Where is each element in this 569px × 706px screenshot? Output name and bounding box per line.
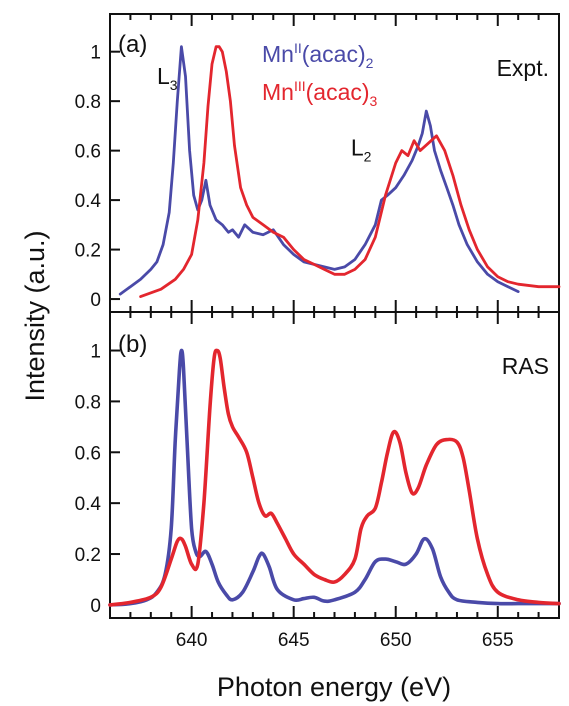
panel-a-y-tick-label: 0	[90, 290, 101, 311]
legend: MnII(acac)2 MnIII(acac)3	[262, 40, 378, 109]
y-axis-title: Intensity (a.u.)	[20, 230, 50, 401]
panel-a-y-tick-label: 0.8	[75, 92, 101, 113]
x-tick-label: 650	[380, 630, 412, 651]
legend-entry-mn2: MnII(acac)2	[262, 40, 374, 71]
panel-b-y-tick-label: 0	[90, 596, 101, 617]
panel-b-y-tick-label: 0.4	[75, 494, 102, 515]
panel-b-series-blue-line	[108, 348, 561, 607]
x-tick-label: 645	[278, 630, 310, 651]
legend-mn2-sup: II	[294, 40, 302, 56]
panel-b-y-tick-label: 0.6	[75, 443, 101, 464]
panel-a-annotation: Expt.	[497, 55, 549, 81]
legend-mn3-name: Mn	[262, 79, 294, 105]
peak-label-l2-sub: 2	[364, 149, 372, 165]
panel-a-tag: (a)	[118, 31, 147, 58]
panel-a-curves	[118, 45, 561, 298]
panel-b-tag: (b)	[118, 331, 147, 358]
panel-b-curves	[108, 348, 561, 607]
panel-b-ras: 0 0.2 0.4 0.6 0.8 1 (b) RAS	[75, 311, 561, 619]
panel-a-series-blue-line	[118, 45, 520, 296]
panel-a-expt: 00.20.40.60.81 (a) Expt. L3 L2 MnII(acac…	[75, 13, 561, 313]
legend-mn3-sup: III	[294, 78, 306, 94]
panel-a-y-tick-label: 0.4	[75, 191, 102, 212]
legend-mn2-sub: 2	[366, 55, 374, 71]
x-tick-labels: 640 645 650 655	[176, 630, 514, 651]
panel-a-y-tick-label: 0.6	[75, 142, 101, 163]
legend-mn2-rest: (acac)	[302, 41, 366, 67]
x-tick-label: 655	[482, 630, 514, 651]
panel-a-series-red-line	[139, 45, 561, 298]
peak-label-l3: L3	[157, 63, 178, 93]
panel-b-x-ticks	[109, 312, 560, 618]
panel-b-y-ticks: 0 0.2 0.4 0.6 0.8 1	[75, 342, 120, 617]
peak-label-l3-sub: 3	[170, 77, 178, 93]
panel-a-y-ticks: 0 0.2 0.4 0.6 0.8 1	[75, 43, 120, 311]
panel-b-frame	[109, 311, 560, 619]
peak-label-l2: L2	[351, 135, 372, 165]
panel-b-y-tick-label: 0.8	[75, 392, 101, 413]
x-axis-title: Photon energy (eV)	[217, 672, 451, 702]
panel-b-annotation: RAS	[502, 353, 549, 379]
panel-a-y-tick-label: 1	[90, 43, 101, 64]
panel-a-y-tick-label: 0.2	[75, 241, 101, 262]
legend-mn3-sub: 3	[370, 93, 378, 109]
panel-b-series-red-line	[108, 348, 561, 607]
panel-b-y-tick-label: 1	[90, 342, 101, 363]
peak-label-l3-main: L	[157, 63, 170, 89]
panel-b-y-tick-label: 0.2	[75, 545, 101, 566]
legend-entry-mn3: MnIII(acac)3	[262, 78, 378, 109]
panel-a-x-ticks	[109, 14, 560, 312]
peak-label-l2-main: L	[351, 135, 364, 161]
legend-mn2-name: Mn	[262, 41, 294, 67]
x-tick-label: 640	[176, 630, 208, 651]
legend-mn3-rest: (acac)	[306, 79, 370, 105]
